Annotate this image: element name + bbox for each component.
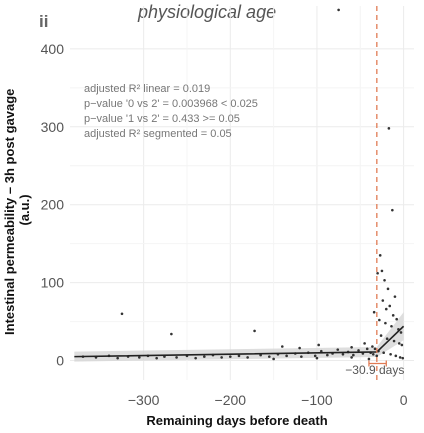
data-point	[336, 348, 340, 351]
data-point	[389, 352, 392, 356]
x-tick-label: −100	[301, 392, 333, 408]
data-point	[384, 321, 387, 325]
panel-label: ii	[39, 12, 49, 31]
data-point	[383, 278, 386, 282]
data-point	[317, 343, 320, 347]
data-point	[391, 208, 394, 212]
ci-band	[74, 312, 404, 362]
stat-line: adjusted R² linear = 0.019	[84, 83, 210, 95]
data-point	[398, 356, 402, 359]
data-point	[298, 346, 301, 350]
data-point	[373, 347, 377, 351]
data-point	[357, 349, 360, 352]
data-point	[170, 332, 173, 336]
data-point	[393, 295, 397, 298]
data-point	[229, 355, 232, 358]
x-axis-title: Remaining days before death	[146, 413, 327, 428]
data-point	[319, 349, 323, 353]
data-point	[155, 356, 158, 360]
y-axis-title-line1: Intestinal permeability – 3h post gavage	[2, 89, 17, 335]
stats-annotation: adjusted R² linear = 0.019 p−value '0 vs …	[84, 83, 258, 140]
data-point	[175, 356, 178, 359]
data-point	[379, 334, 383, 337]
data-point	[388, 304, 392, 308]
chart-title: physiological age	[138, 2, 277, 22]
data-point	[116, 356, 119, 360]
x-tick-label: −200	[215, 392, 247, 408]
breakpoint-label: −30.9 days	[345, 363, 404, 377]
data-point	[285, 354, 288, 358]
y-tick-label: 100	[41, 275, 65, 291]
grid-lines	[70, 6, 414, 380]
data-point	[381, 299, 385, 302]
data-point	[386, 287, 390, 291]
data-point	[378, 254, 382, 257]
data-point	[397, 342, 401, 345]
confidence-band	[74, 312, 404, 362]
data-point	[401, 356, 405, 360]
data-point	[326, 353, 329, 357]
data-point	[385, 337, 389, 341]
y-tick-label: 200	[41, 197, 65, 213]
data-point	[395, 317, 398, 321]
data-point	[387, 127, 391, 130]
stat-line: p−value '1 vs 2' = 0.433 >= 0.05	[84, 113, 240, 125]
data-point	[391, 314, 395, 317]
x-tick-label: 0	[400, 392, 408, 408]
data-point	[399, 331, 403, 334]
data-point	[376, 271, 379, 275]
stat-line: p−value '0 vs 2' = 0.003968 < 0.025	[84, 98, 258, 110]
data-points	[81, 8, 405, 361]
y-axis-title-line2: (a.u.)	[17, 194, 32, 225]
data-point	[352, 353, 355, 357]
data-point	[375, 354, 379, 358]
data-point	[237, 354, 241, 358]
breakpoint-group: −30.9 days	[345, 6, 404, 380]
data-point	[313, 354, 317, 358]
data-point	[220, 356, 223, 359]
data-point	[372, 310, 376, 314]
data-point	[280, 345, 284, 348]
data-point	[337, 8, 340, 12]
data-point	[394, 354, 398, 358]
y-tick-label: 0	[56, 353, 64, 369]
y-axis-title: Intestinal permeability – 3h post gavage…	[2, 85, 32, 335]
data-point	[382, 351, 385, 355]
data-point	[380, 269, 384, 273]
data-point	[365, 347, 369, 351]
data-point	[384, 307, 388, 311]
data-point	[138, 356, 141, 359]
x-tick-label: −300	[128, 392, 160, 408]
data-point	[350, 345, 353, 349]
data-point	[120, 312, 124, 316]
data-point	[400, 343, 404, 347]
data-point	[300, 355, 303, 358]
data-point	[390, 324, 393, 328]
data-point	[363, 342, 366, 345]
stat-line: adjusted R² segmented = 0.05	[84, 128, 232, 140]
y-tick-label: 400	[41, 41, 65, 57]
data-point	[253, 329, 256, 333]
data-point	[367, 357, 371, 361]
data-point	[378, 318, 381, 322]
data-point	[194, 356, 197, 360]
y-tick-label: 300	[41, 119, 65, 135]
data-point	[371, 352, 375, 356]
data-point	[371, 345, 374, 348]
data-point	[341, 352, 345, 356]
data-point	[350, 356, 353, 359]
data-point	[267, 355, 271, 358]
data-point	[315, 356, 319, 360]
data-point	[246, 356, 249, 359]
data-point	[392, 339, 396, 343]
x-axis-ticks: −300 −200 −100 0	[128, 392, 408, 408]
data-point	[272, 357, 275, 361]
y-axis-ticks: 0 100 200 300 400	[41, 41, 65, 369]
data-point	[203, 355, 206, 358]
